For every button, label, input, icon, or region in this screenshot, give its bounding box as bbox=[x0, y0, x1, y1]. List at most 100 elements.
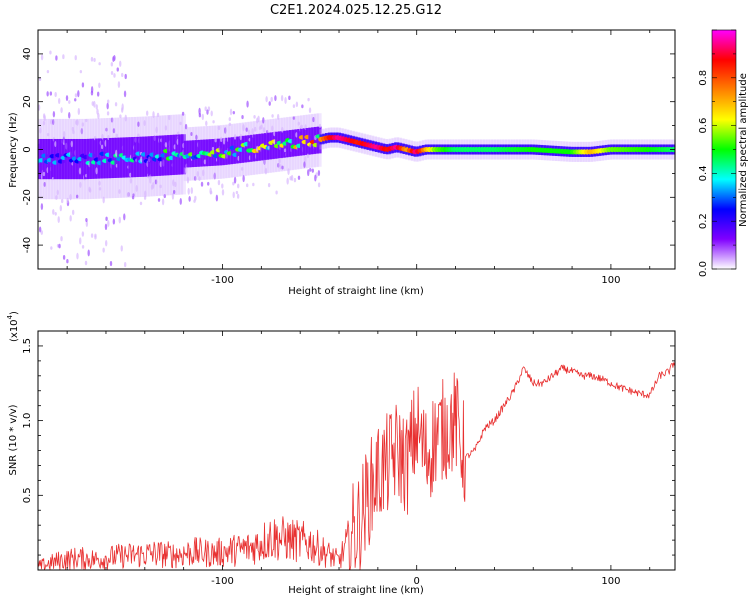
spectrogram-noise-cell bbox=[252, 182, 255, 187]
spectrogram-noise-cell bbox=[262, 127, 266, 133]
spectrogram-noise-cell bbox=[126, 192, 130, 198]
spectrogram-noise-cell bbox=[55, 195, 58, 200]
spectrogram-band-cell bbox=[42, 138, 48, 180]
spectrogram-band-cell bbox=[227, 137, 233, 165]
spectrogram-noise-cell bbox=[293, 177, 297, 183]
spectrogram-noise-cell bbox=[38, 139, 41, 144]
spectrogram-noise-cell bbox=[270, 96, 273, 102]
spectrogram-band-cell bbox=[219, 138, 225, 166]
spectrogram-noise-cell bbox=[247, 129, 251, 136]
spectrogram-noise-cell bbox=[120, 245, 123, 252]
spectrogram-noise-cell bbox=[115, 133, 118, 138]
spectrogram-noise-cell bbox=[246, 100, 249, 108]
spectrogram-noise-cell bbox=[134, 137, 137, 143]
spectrogram-noise-cell bbox=[49, 119, 53, 125]
spectrogram-noise-cell bbox=[65, 95, 69, 101]
spectrogram-noise-cell bbox=[295, 132, 298, 138]
spectrogram-noise-cell bbox=[118, 216, 121, 224]
y-tick-label: -20 bbox=[22, 189, 33, 205]
spectrogram-noise-cell bbox=[233, 133, 237, 140]
spectrogram-noise-cell bbox=[181, 111, 185, 116]
spectrogram-noise-cell bbox=[262, 117, 265, 124]
spectrogram-noise-cell bbox=[114, 102, 118, 107]
spectrogram-band-cell bbox=[86, 138, 92, 180]
spectrogram-noise-cell bbox=[71, 209, 75, 215]
spectrogram-noise-cell bbox=[90, 56, 94, 62]
spectrogram-noise-cell bbox=[75, 194, 79, 199]
snr-ticks: -100 0 100 0.5 1.0 1.5 bbox=[22, 330, 675, 587]
spectrogram-noise-cell bbox=[110, 117, 114, 123]
spectrogram-noise-cell bbox=[74, 93, 78, 98]
spectrogram-band-cell bbox=[64, 138, 70, 180]
spectrogram-band-cell bbox=[305, 127, 311, 155]
spectrogram-band-cell bbox=[164, 135, 170, 176]
spectrogram-noise-cell bbox=[60, 236, 63, 242]
spectrogram-xlabel: Height of straight line (km) bbox=[288, 286, 424, 297]
spectrogram-noise-cell bbox=[171, 192, 175, 200]
spectrogram-noise-cell bbox=[79, 69, 83, 74]
spectrogram-noise-cell bbox=[117, 81, 121, 88]
spectrogram-noise-cell bbox=[193, 176, 197, 181]
spectrogram-ticks: -100 100 -40 -20 0 20 40 bbox=[22, 29, 675, 286]
spectrogram-noise-cell bbox=[202, 169, 205, 177]
spectrogram-noise-cell bbox=[314, 174, 317, 182]
spectrogram-noise-cell bbox=[308, 107, 312, 114]
spectrogram-noise-cell bbox=[98, 82, 101, 89]
spectrogram-noise-cell bbox=[131, 195, 135, 200]
spectrogram-noise-cell bbox=[198, 113, 202, 118]
spectrogram-noise-cell bbox=[66, 259, 69, 264]
spectrogram-noise-cell bbox=[119, 114, 122, 119]
spectrogram-noise-cell bbox=[58, 243, 61, 249]
spectrogram-noise-cell bbox=[110, 70, 114, 75]
spectrogram-noise-cell bbox=[179, 198, 182, 205]
spectrogram-noise-cell bbox=[274, 95, 277, 102]
spectrogram-noise-cell bbox=[150, 184, 154, 190]
spectrogram-noise-cell bbox=[172, 179, 175, 187]
spectrogram-band-cell bbox=[89, 138, 95, 179]
spectrogram-noise-cell bbox=[104, 223, 108, 231]
spectrogram-noise-cell bbox=[232, 181, 235, 186]
spectrogram-noise-cell bbox=[253, 126, 257, 132]
spectrogram-noise-cell bbox=[129, 172, 132, 178]
spectrogram-band-cell bbox=[97, 138, 103, 179]
snr-multiplier: (x104) bbox=[6, 311, 20, 342]
spectrogram-noise-cell bbox=[213, 172, 216, 180]
spectrogram-noise-cell bbox=[98, 180, 101, 186]
spectrogram-noise-cell bbox=[206, 109, 209, 115]
spectrogram-band-cell bbox=[294, 129, 300, 157]
y-tick-label: 0.5 bbox=[22, 487, 33, 503]
spectrogram-noise-cell bbox=[251, 128, 254, 136]
x-tick-label: -100 bbox=[211, 576, 234, 587]
spectrogram-noise-cell bbox=[109, 260, 113, 267]
spectrogram-noise-cell bbox=[85, 118, 88, 123]
spectrogram-noise-cell bbox=[267, 182, 271, 188]
spectrogram-noise-cell bbox=[68, 100, 71, 104]
spectrogram-band-cell bbox=[183, 140, 189, 168]
y-tick-label: 1.5 bbox=[22, 338, 33, 354]
spectrogram-noise-cell bbox=[161, 198, 165, 206]
x-tick-label: -100 bbox=[211, 275, 234, 286]
spectrogram-noise-cell bbox=[276, 113, 280, 120]
colorbar-label: Normalized spectral amplitude bbox=[738, 73, 749, 227]
spectrogram-noise-cell bbox=[303, 156, 307, 163]
snr-plot-area bbox=[38, 331, 675, 570]
spectrogram-noise-cell bbox=[193, 199, 196, 203]
spectrogram-band-cell bbox=[269, 132, 275, 160]
spectrogram-noise-cell bbox=[245, 183, 249, 188]
spectrogram-noise-cell bbox=[46, 133, 50, 137]
spectrogram-band-cell bbox=[81, 138, 87, 180]
spectrogram-noise-cell bbox=[228, 117, 232, 122]
spectrogram-noise-cell bbox=[277, 162, 280, 168]
snr-xlabel: Height of straight line (km) bbox=[288, 585, 424, 596]
spectrogram-noise-cell bbox=[46, 70, 50, 74]
spectrogram-noise-cell bbox=[104, 240, 108, 247]
spectrogram-noise-cell bbox=[52, 209, 55, 215]
spectrogram-noise-cell bbox=[49, 50, 52, 55]
spectrogram-noise-cell bbox=[93, 100, 96, 108]
spectrogram-noise-cell bbox=[84, 260, 88, 266]
spectrogram-noise-cell bbox=[239, 133, 243, 141]
spectrogram-noise-cell bbox=[65, 142, 68, 150]
spectrogram-noise-cell bbox=[60, 107, 63, 114]
spectrogram-noise-cell bbox=[297, 121, 301, 126]
